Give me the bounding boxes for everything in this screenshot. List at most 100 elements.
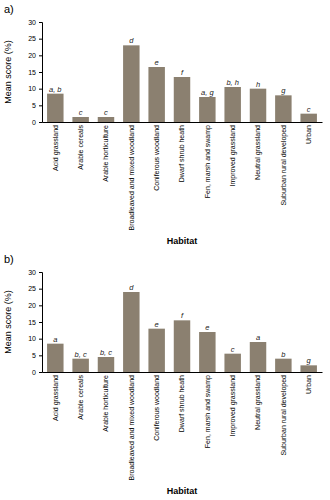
x-tick: Coniferous woodland (153, 375, 160, 441)
x-tick: Coniferous woodland (153, 125, 160, 191)
bar (47, 94, 63, 122)
x-tick-label: Coniferous woodland (153, 125, 160, 191)
y-tick-label: 30 (28, 19, 36, 26)
significance-label: c (231, 345, 235, 354)
significance-label: a, b (49, 85, 62, 94)
y-axis-line (39, 23, 43, 123)
x-tick: Acid grassland (52, 125, 60, 171)
x-tick: Improved grassland (229, 375, 237, 437)
x-tick: Neutral grassland (254, 375, 262, 430)
y-tick-label: 25 (28, 285, 36, 292)
x-axis-title: Habitat (167, 486, 198, 496)
y-tick-label: 15 (28, 319, 36, 326)
y-tick: 5 (32, 102, 42, 109)
x-tick-label: Arable cereals (77, 375, 84, 420)
x-tick-label: Dwarf shrub heath (178, 125, 185, 182)
bar (275, 95, 291, 122)
bar (275, 359, 291, 372)
y-tick-label: 20 (28, 302, 36, 309)
panel-label: a) (4, 3, 14, 15)
y-tick-mark (39, 55, 42, 56)
x-tick-label: Dwarf shrub heath (178, 375, 185, 432)
x-tick-label: Suburban rural developed (280, 125, 288, 206)
bar (300, 365, 316, 372)
y-tick: 25 (28, 35, 42, 42)
x-tick-label: Urban (305, 375, 312, 394)
y-tick-mark (39, 372, 42, 373)
y-tick: 0 (32, 119, 42, 126)
significance-label: a, g (201, 88, 214, 97)
significance-label: c (104, 108, 108, 117)
bar (300, 114, 316, 122)
significance-label: f (181, 68, 184, 77)
y-tick-label: 5 (32, 352, 36, 359)
y-tick-label: 15 (28, 69, 36, 76)
x-tick: Arable horticulture (102, 375, 109, 432)
y-axis-line (39, 273, 43, 373)
y-tick-mark (39, 122, 42, 123)
x-tick: Neutral grassland (254, 125, 262, 180)
bar (250, 89, 266, 122)
y-tick-label: 10 (28, 335, 36, 342)
x-tick: Suburban rural developed (280, 375, 288, 456)
x-tick-label: Broadleaved and mixed woodland (128, 125, 135, 231)
bar (72, 359, 88, 372)
x-tick: Arable horticulture (102, 125, 109, 182)
x-tick-label: Acid grassland (52, 125, 60, 171)
significance-label: f (181, 311, 184, 320)
y-tick: 30 (28, 269, 42, 276)
x-tick-label: Arable horticulture (102, 125, 109, 182)
x-axis-line (43, 372, 323, 373)
figure: a, bccdefa, gb, hhgcAcid grasslandArable… (0, 0, 330, 500)
y-tick: 15 (28, 319, 42, 326)
y-axis: 0 5 10 15 20 25 30 (28, 19, 42, 126)
y-tick-label: 20 (28, 52, 36, 59)
bars (47, 45, 317, 122)
significance-label: b, c (100, 348, 112, 357)
annotations: ab, cb, cdefecabg (53, 283, 311, 365)
x-tick: Fen, marsh and swamp (204, 125, 212, 198)
panel: a, bccdefa, gb, hhgcAcid grasslandArable… (3, 3, 323, 246)
y-axis-title: Mean score (%) (3, 290, 13, 354)
y-tick-mark (39, 72, 42, 73)
y-tick-mark (39, 39, 42, 40)
significance-label: e (205, 323, 209, 332)
x-tick: Urban (305, 375, 312, 394)
x-tick: Broadleaved and mixed woodland (128, 375, 135, 481)
y-tick-mark (39, 22, 42, 23)
x-tick-label: Arable horticulture (102, 375, 109, 432)
x-tick: Arable cereals (77, 125, 84, 170)
significance-label: b, c (75, 350, 87, 359)
y-tick: 20 (28, 52, 42, 59)
x-tick-label: Urban (305, 125, 312, 144)
bar (123, 292, 139, 372)
y-tick-label: 30 (28, 269, 36, 276)
x-tick-label: Fen, marsh and swamp (204, 375, 212, 448)
x-tick-label: Improved grassland (229, 375, 237, 437)
y-tick-label: 10 (28, 85, 36, 92)
y-tick-mark (39, 339, 42, 340)
x-tick: Improved grassland (229, 125, 237, 187)
x-axis-line (43, 122, 323, 123)
y-tick: 15 (28, 69, 42, 76)
x-tick: Arable cereals (77, 375, 84, 420)
y-tick: 10 (28, 85, 42, 92)
y-tick-mark (39, 289, 42, 290)
significance-label: c (79, 108, 83, 117)
x-tick: Acid grassland (52, 375, 60, 421)
significance-label: e (155, 58, 159, 67)
significance-label: g (281, 86, 286, 95)
y-tick: 25 (28, 285, 42, 292)
x-tick-label: Coniferous woodland (153, 375, 160, 441)
x-tick: Dwarf shrub heath (178, 375, 185, 432)
bar (98, 117, 114, 122)
bar (98, 357, 114, 372)
y-tick-mark (39, 305, 42, 306)
bar (47, 344, 63, 372)
y-axis-title: Mean score (%) (3, 40, 13, 104)
y-tick-mark (39, 322, 42, 323)
significance-label: d (129, 283, 134, 292)
y-tick-label: 25 (28, 35, 36, 42)
y-tick-label: 5 (32, 102, 36, 109)
x-tick-label: Improved grassland (229, 125, 237, 187)
